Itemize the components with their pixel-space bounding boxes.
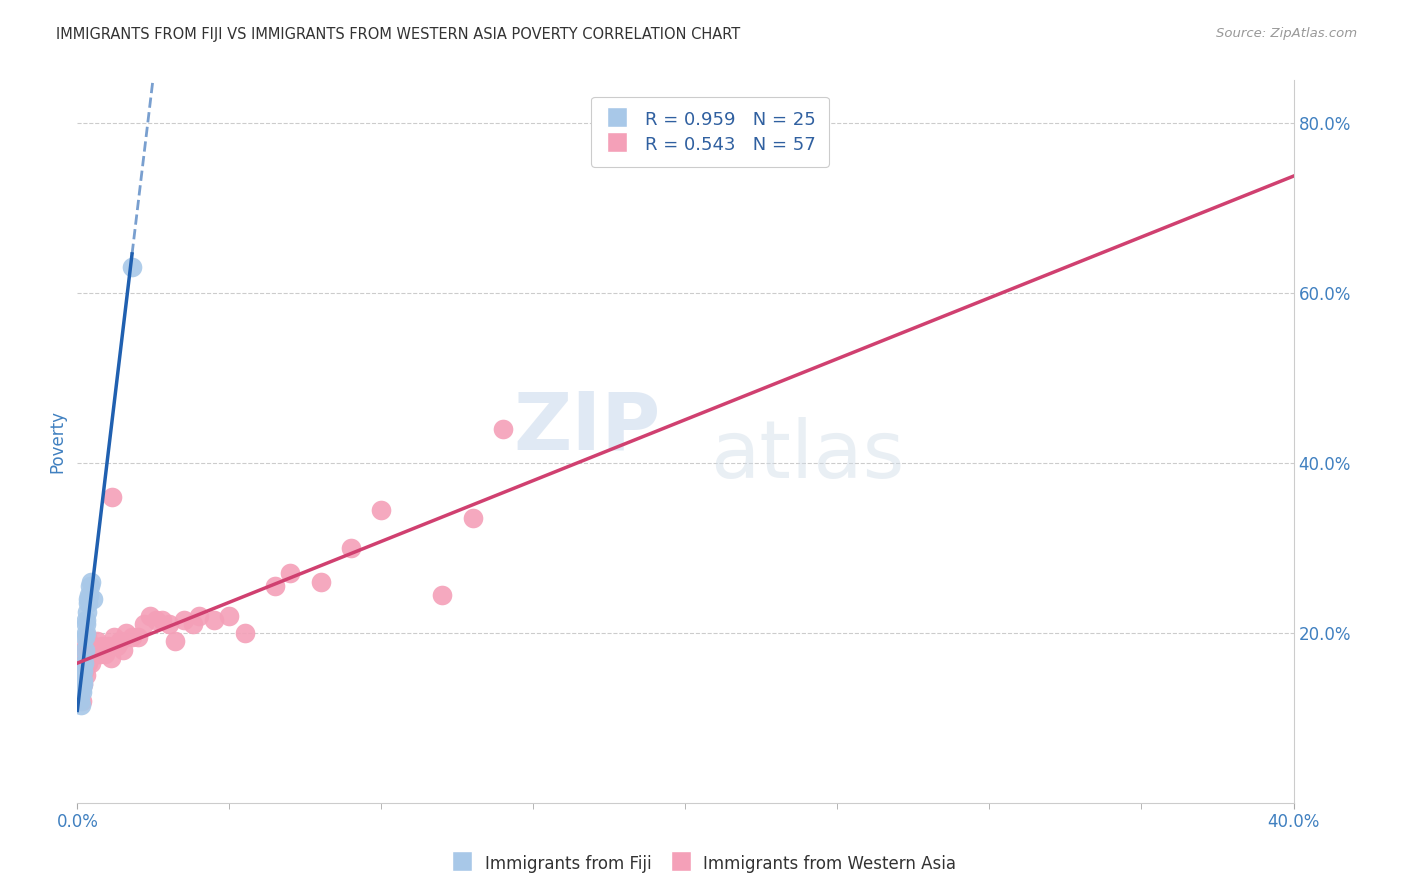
Point: [111, 642, 134, 657]
Point: [89, 647, 111, 661]
Point: [233, 625, 256, 640]
Point: [173, 613, 195, 627]
Text: Source: ZipAtlas.com: Source: ZipAtlas.com: [1216, 27, 1357, 40]
Point: [370, 502, 392, 516]
Point: [72, 664, 94, 678]
Point: [83, 647, 105, 661]
Point: [79, 588, 101, 602]
Point: [73, 642, 96, 657]
Point: [70, 660, 93, 674]
Y-axis label: Poverty: Poverty: [48, 410, 66, 473]
Point: [67, 685, 90, 699]
Point: [127, 630, 149, 644]
Point: [76, 630, 98, 644]
Point: [77, 656, 100, 670]
Point: [73, 647, 96, 661]
Point: [103, 630, 125, 644]
Point: [218, 608, 240, 623]
Point: [70, 685, 93, 699]
Point: [75, 668, 97, 682]
Point: [69, 668, 91, 682]
Point: [80, 574, 103, 589]
Point: [202, 613, 225, 627]
Point: [100, 651, 122, 665]
Point: [76, 596, 98, 610]
Point: [101, 490, 124, 504]
Point: [461, 511, 484, 525]
Point: [73, 656, 96, 670]
Point: [75, 639, 97, 653]
Point: [76, 605, 98, 619]
Point: [75, 656, 97, 670]
Point: [188, 608, 211, 623]
Point: [340, 541, 363, 555]
Point: [152, 613, 174, 627]
Text: atlas: atlas: [710, 417, 904, 495]
Point: [70, 681, 93, 695]
Text: ZIP: ZIP: [513, 388, 661, 467]
Point: [84, 647, 107, 661]
Point: [73, 664, 96, 678]
Point: [67, 690, 90, 704]
Point: [139, 608, 162, 623]
Point: [157, 617, 180, 632]
Point: [97, 639, 120, 653]
Point: [72, 660, 94, 674]
Point: [70, 681, 93, 695]
Point: [264, 579, 287, 593]
Point: [309, 574, 332, 589]
Point: [134, 617, 156, 632]
Point: [72, 677, 94, 691]
Point: [163, 634, 186, 648]
Point: [79, 647, 101, 661]
Point: [67, 673, 90, 687]
Point: [115, 625, 138, 640]
Point: [108, 634, 131, 648]
Point: [93, 647, 115, 661]
Point: [79, 579, 101, 593]
Point: [181, 617, 204, 632]
Point: [70, 664, 93, 678]
Point: [278, 566, 301, 581]
Point: [75, 613, 97, 627]
Point: [121, 630, 143, 644]
Point: [69, 677, 91, 691]
Text: IMMIGRANTS FROM FIJI VS IMMIGRANTS FROM WESTERN ASIA POVERTY CORRELATION CHART: IMMIGRANTS FROM FIJI VS IMMIGRANTS FROM …: [56, 27, 741, 42]
Point: [75, 630, 97, 644]
Point: [75, 625, 97, 640]
Point: [69, 685, 91, 699]
Point: [80, 656, 103, 670]
Point: [145, 613, 167, 627]
Point: [75, 617, 97, 632]
Point: [70, 694, 93, 708]
Point: [82, 639, 104, 653]
Point: [430, 588, 453, 602]
Point: [79, 642, 101, 657]
Point: [105, 639, 128, 653]
Legend: R = 0.959   N = 25, R = 0.543   N = 57: R = 0.959 N = 25, R = 0.543 N = 57: [591, 96, 828, 167]
Point: [492, 422, 515, 436]
Point: [121, 260, 143, 275]
Point: [67, 690, 90, 704]
Point: [70, 698, 93, 712]
Point: [87, 642, 110, 657]
Point: [69, 694, 91, 708]
Point: [72, 677, 94, 691]
Point: [72, 673, 94, 687]
Point: [82, 591, 104, 606]
Point: [86, 634, 108, 648]
Point: [90, 639, 112, 653]
Point: [77, 591, 100, 606]
Legend: Immigrants from Fiji, Immigrants from Western Asia: Immigrants from Fiji, Immigrants from We…: [443, 847, 963, 880]
